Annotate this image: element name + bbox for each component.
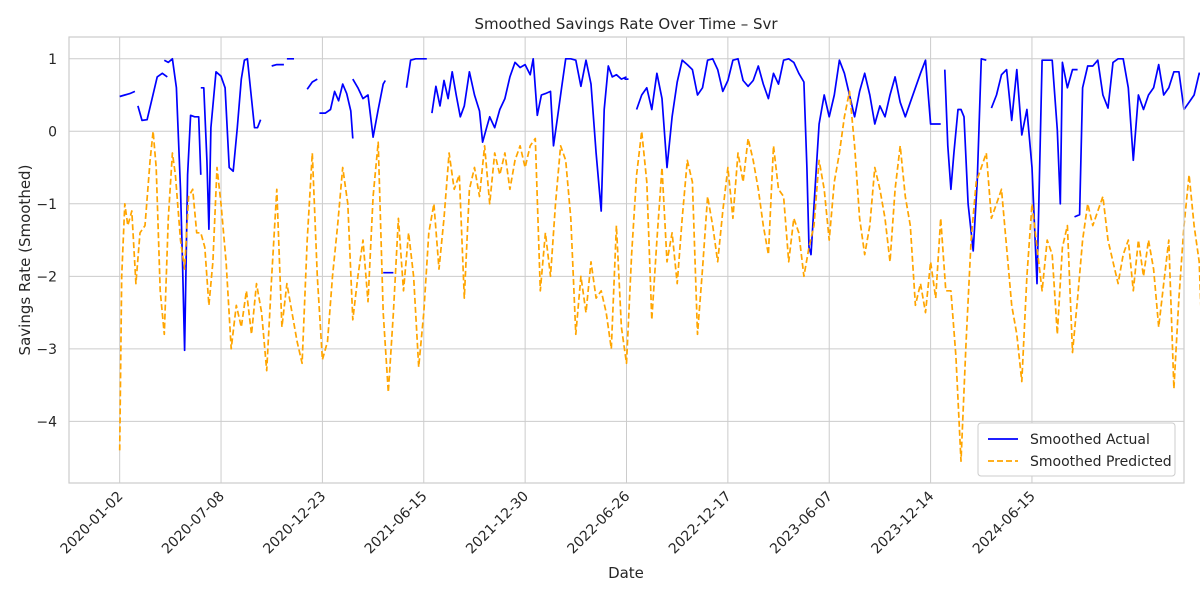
series-lines: [118, 57, 1200, 463]
plot-frame: [68, 36, 1185, 484]
chart-title: Smoothed Savings Rate Over Time – Svr: [474, 15, 778, 33]
y-axis-label: Savings Rate (Smoothed): [16, 165, 34, 356]
y-tick-label: 1: [48, 52, 57, 68]
legend-predicted-label: Smoothed Predicted: [1030, 454, 1172, 470]
grid-lines: [69, 37, 1184, 483]
y-tick-label: −2: [36, 269, 57, 285]
y-tick-label: −1: [36, 197, 57, 213]
x-axis-label: Date: [608, 564, 644, 582]
y-tick-label: −4: [36, 414, 57, 430]
y-tick-label: 0: [48, 124, 57, 140]
legend-box: [977, 422, 1176, 477]
legend: Smoothed Actual Smoothed Predicted: [977, 422, 1176, 477]
y-tick-label: −3: [36, 342, 57, 358]
series-line-actual: [119, 57, 1200, 352]
series-line-predicted: [118, 90, 1200, 463]
y-axis-ticks: −4 −3 −2 −1 0 1: [36, 52, 57, 431]
legend-actual-label: Smoothed Actual: [1030, 432, 1150, 448]
